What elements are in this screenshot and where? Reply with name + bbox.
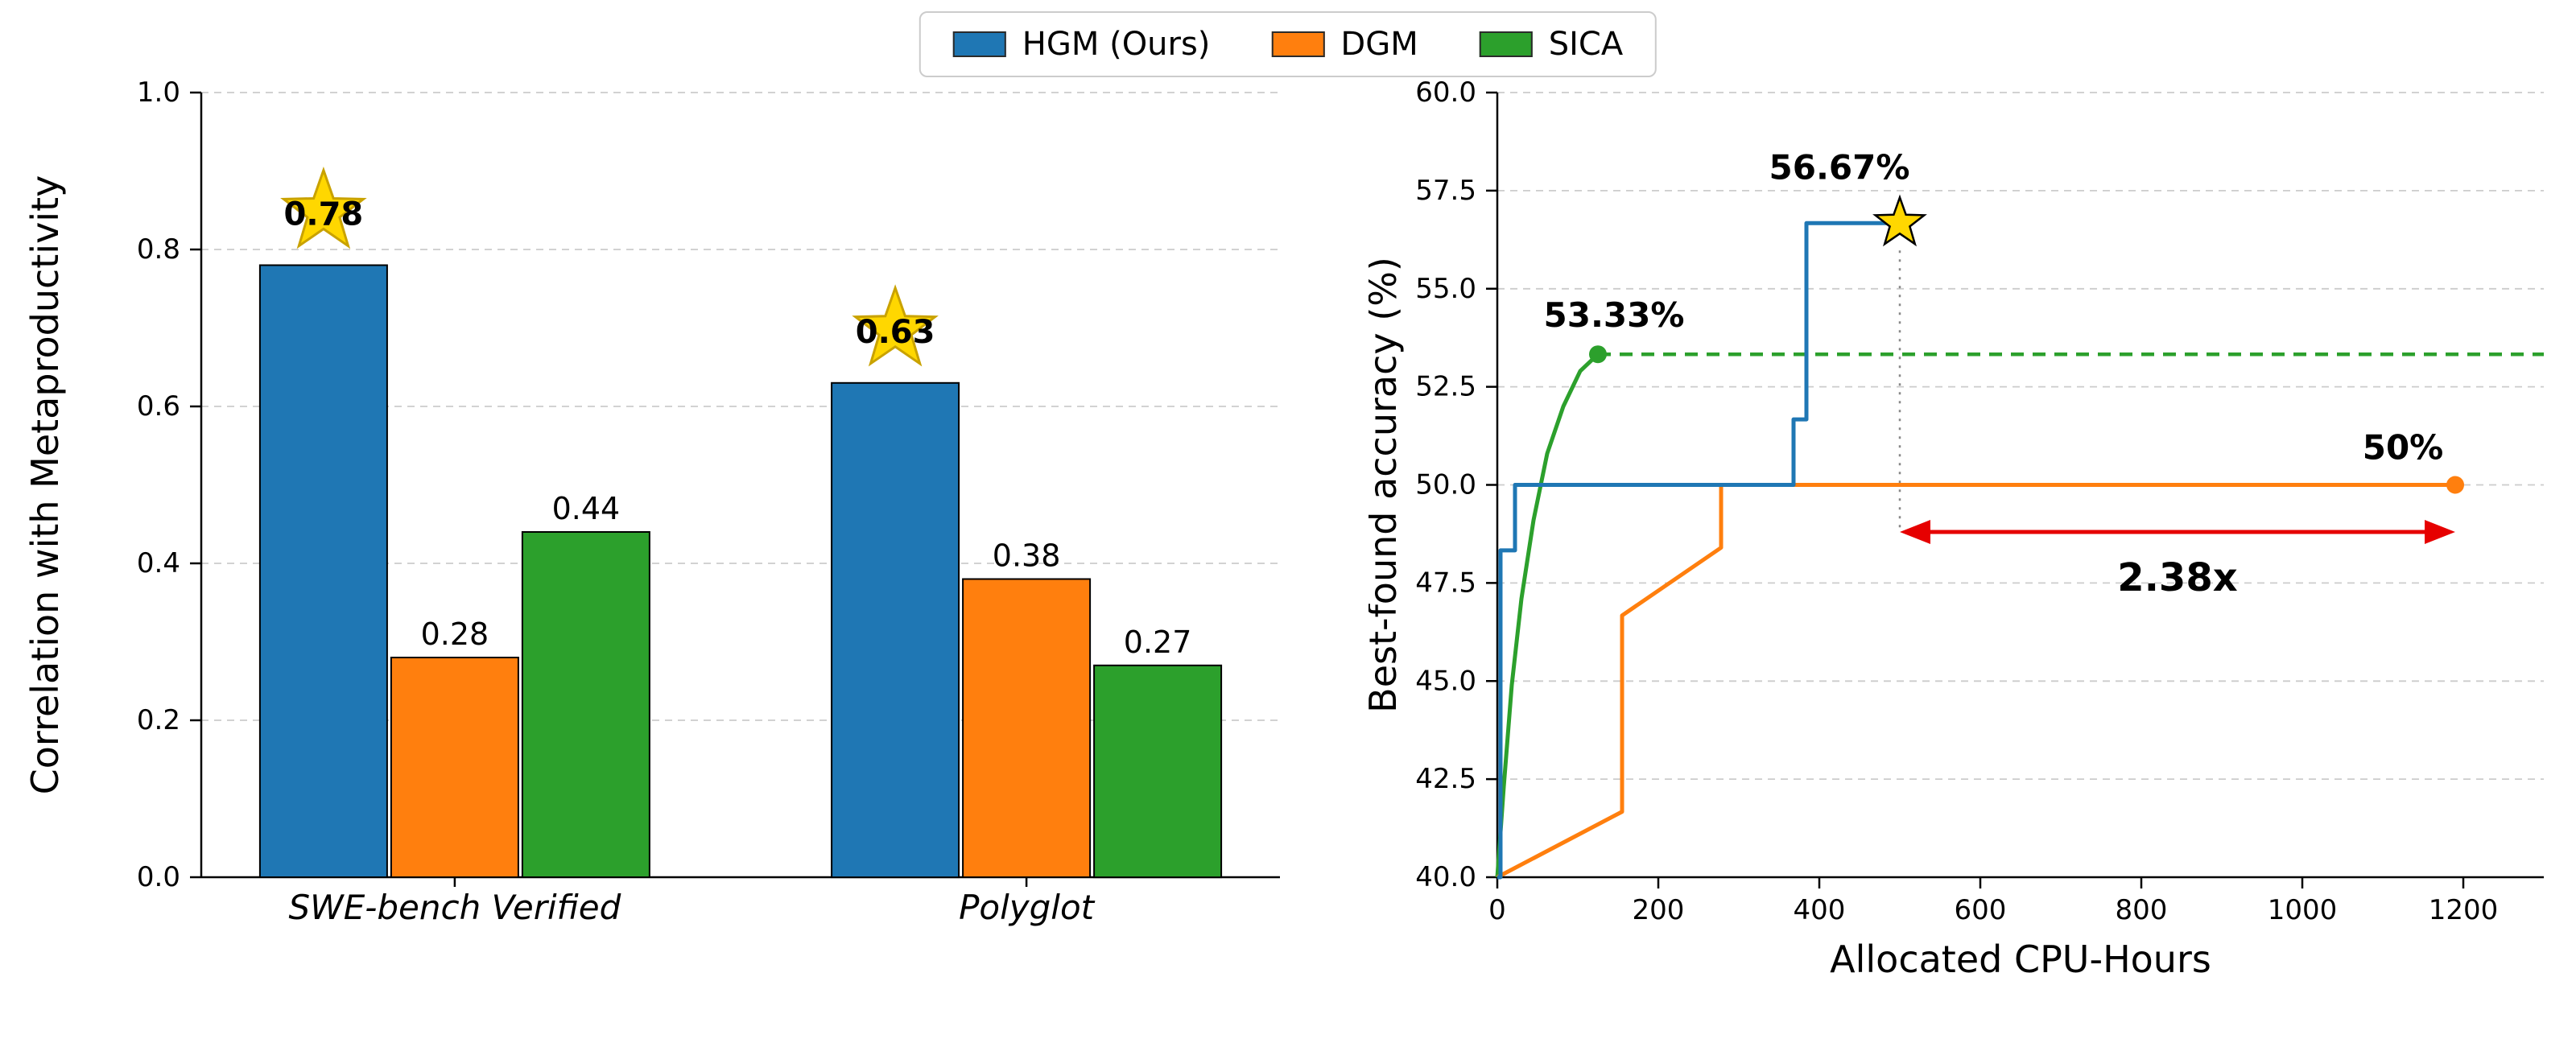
bar-dgm-polyglot xyxy=(962,578,1092,878)
bar-value-label: 0.38 xyxy=(993,538,1061,574)
bar-value-label: 0.27 xyxy=(1124,625,1192,660)
x-tick-label: 1000 xyxy=(2268,894,2338,926)
arrowhead-right xyxy=(2425,520,2455,544)
bar-sica-polyglot xyxy=(1093,664,1223,879)
legend-item-hgm: HGM (Ours) xyxy=(952,26,1211,63)
arrowhead-left xyxy=(1900,520,1930,544)
legend-label-dgm: DGM xyxy=(1340,26,1418,63)
bar-value-label: 0.44 xyxy=(552,491,621,526)
line-hgm-ours xyxy=(1497,221,1900,880)
legend: HGM (Ours) DGM SICA xyxy=(919,11,1657,77)
line-dgm xyxy=(1496,483,2455,880)
end-label-sica: 53.33% xyxy=(1544,295,1685,335)
x-tick-label: 200 xyxy=(1633,894,1685,926)
y-tick-label: 42.5 xyxy=(1415,763,1476,795)
x-tick-label: 600 xyxy=(1955,894,2007,926)
bar-hgm-ours-swe-bench-verified xyxy=(258,264,388,878)
bar-value-label: 0.28 xyxy=(421,616,489,652)
x-tick-label: 800 xyxy=(2116,894,2168,926)
y-tick-label: 40.0 xyxy=(1415,861,1476,893)
bar-dgm-swe-bench-verified xyxy=(390,657,519,878)
bar-value-label: 0.63 xyxy=(856,314,935,351)
bar-hgm-ours-polyglot xyxy=(831,381,960,879)
legend-swatch-hgm xyxy=(952,31,1006,57)
line-sica xyxy=(1495,352,1600,878)
y-tick-label: 57.5 xyxy=(1415,175,1476,207)
y-tick-label: 60.0 xyxy=(1415,76,1476,109)
end-marker-star-hgm-ours xyxy=(1872,194,1927,247)
end-label-hgm-ours: 56.67% xyxy=(1769,147,1910,187)
legend-swatch-sica xyxy=(1479,31,1533,57)
y-tick-label: 47.5 xyxy=(1415,567,1476,599)
line-chart-axes: 40.0 42.5 45.0 47.5 50.0 52.5 55.0 57.5 60.0 0 200… xyxy=(1415,76,2544,926)
x-category-label: Polyglot xyxy=(959,888,1096,927)
bar-value-label: 0.78 xyxy=(284,196,364,233)
legend-label-sica: SICA xyxy=(1548,26,1624,63)
bar-chart-axes: 0.0 0.2 0.4 0.6 0.8 1.0 xyxy=(137,76,1280,893)
y-axis-title: Best-found accuracy (%) xyxy=(1368,257,1405,713)
x-tick-label: 400 xyxy=(1794,894,1846,926)
y-tick-label: 0.0 xyxy=(137,861,180,893)
end-marker-dot-dgm xyxy=(2446,476,2464,494)
y-axis-title: Correlation with Metaproductivity xyxy=(23,175,67,795)
y-tick-label: 0.8 xyxy=(137,233,180,266)
y-tick-label: 0.4 xyxy=(137,547,180,579)
speedup-arrow xyxy=(1900,520,2455,544)
x-axis-title: Allocated CPU-Hours xyxy=(1830,938,2211,981)
x-category-label: SWE-bench Verified xyxy=(289,888,621,927)
speedup-label: 2.38x xyxy=(2117,555,2237,600)
end-marker-dot-sica xyxy=(1589,345,1607,364)
x-tick-label: 1200 xyxy=(2429,894,2499,926)
star-icon xyxy=(280,166,367,249)
x-tick-label: 0 xyxy=(1488,894,1506,926)
legend-label-hgm: HGM (Ours) xyxy=(1022,26,1211,63)
y-tick-label: 45.0 xyxy=(1415,665,1476,697)
legend-swatch-dgm xyxy=(1271,31,1325,57)
y-tick-label: 50.0 xyxy=(1415,469,1476,501)
legend-item-sica: SICA xyxy=(1479,26,1624,63)
y-tick-label: 55.0 xyxy=(1415,273,1476,305)
star-icon xyxy=(852,284,939,367)
bar-sica-swe-bench-verified xyxy=(521,531,650,878)
bar-chart: 0.0 0.2 0.4 0.6 0.8 1.0 0.78 0.28 0.44 SWE-bench … xyxy=(23,76,1280,927)
legend-item-dgm: DGM xyxy=(1271,26,1418,63)
end-label-dgm: 50% xyxy=(2363,428,2444,468)
y-tick-label: 0.6 xyxy=(137,390,180,423)
y-tick-label: 1.0 xyxy=(137,76,180,109)
y-tick-label: 52.5 xyxy=(1415,371,1476,403)
y-tick-label: 0.2 xyxy=(137,704,180,736)
line-chart: 40.0 42.5 45.0 47.5 50.0 52.5 55.0 57.5 60.0 0 200… xyxy=(1368,76,2544,981)
